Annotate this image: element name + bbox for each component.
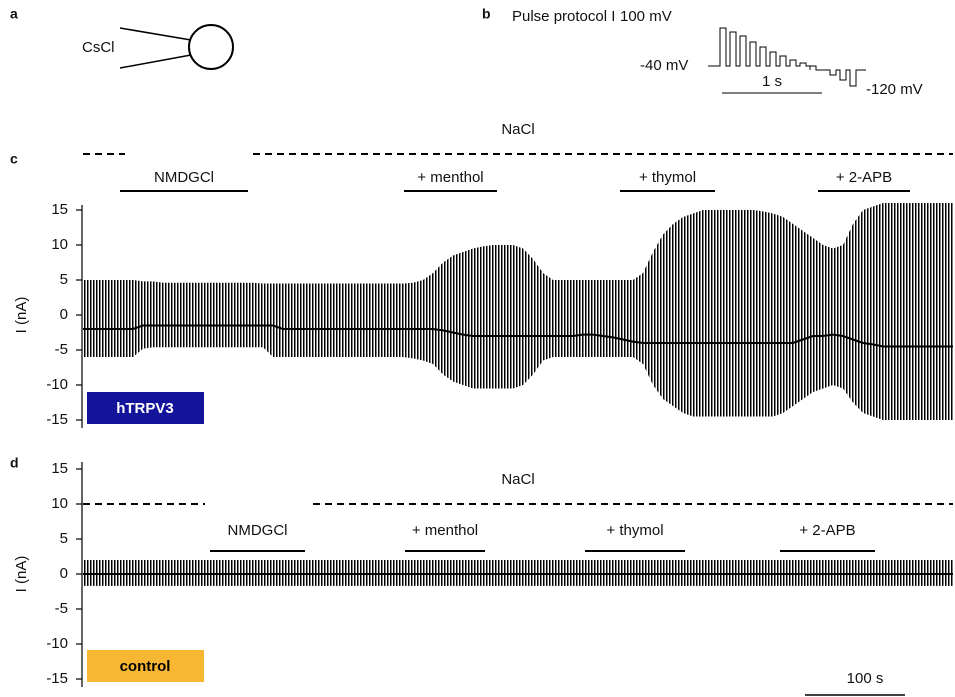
y-tick-label: -5 [55, 341, 68, 358]
application-label: + menthol [417, 169, 483, 186]
y-tick-label: 0 [60, 306, 68, 323]
y-tick-label: 10 [51, 236, 68, 253]
y-tick-label: 5 [60, 530, 68, 547]
panel-label: c [10, 151, 18, 167]
solution-label: NaCl [501, 471, 534, 488]
y-tick-label: 0 [60, 565, 68, 582]
scale-label: 1 s [762, 73, 782, 90]
panel-label: d [10, 455, 19, 471]
y-tick-label: -15 [46, 670, 68, 687]
y-tick-label: -10 [46, 635, 68, 652]
time-scale-label: 100 s [847, 670, 884, 687]
y-tick-label: 15 [51, 460, 68, 477]
y-tick-label: 15 [51, 201, 68, 218]
protocol-waveform [708, 27, 866, 87]
cell [188, 24, 234, 70]
voltage-label: 100 mV [620, 8, 672, 25]
badge [87, 392, 204, 424]
badge-label: hTRPV3 [116, 400, 174, 417]
protocol-title: Pulse protocol I [512, 8, 615, 25]
panel-label: a [10, 6, 18, 22]
application-label: + 2-APB [836, 169, 892, 186]
application-label: + thymol [606, 522, 663, 539]
current-envelope [83, 560, 953, 586]
y-tick-label: 10 [51, 495, 68, 512]
voltage-label: -40 mV [640, 57, 688, 74]
voltage-label: -120 mV [866, 81, 923, 98]
pipette [119, 54, 192, 69]
y-tick-label: -5 [55, 600, 68, 617]
y-axis-label: I (nA) [13, 556, 30, 593]
application-label: + menthol [412, 522, 478, 539]
baseline-current [83, 324, 953, 348]
y-tick-label: 5 [60, 271, 68, 288]
pipette [119, 27, 192, 41]
electrode-label: CsCl [82, 39, 115, 56]
application-label: + 2-APB [799, 522, 855, 539]
badge [87, 650, 204, 682]
application-label: NMDGCl [228, 522, 288, 539]
application-label: + thymol [639, 169, 696, 186]
y-axis-label: I (nA) [13, 297, 30, 334]
y-tick-label: -15 [46, 411, 68, 428]
y-tick-label: -10 [46, 376, 68, 393]
panel-label: b [482, 6, 491, 22]
application-label: NMDGCl [154, 169, 214, 186]
current-envelope [83, 203, 953, 420]
solution-label: NaCl [501, 121, 534, 138]
badge-label: control [120, 658, 171, 675]
